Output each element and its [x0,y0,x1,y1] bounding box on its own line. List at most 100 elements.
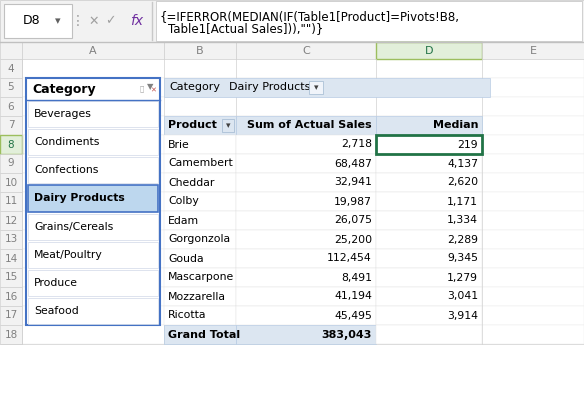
Bar [376,249,482,268]
Text: 219: 219 [457,139,478,150]
Text: Mozzarella: Mozzarella [168,291,226,301]
Text: Camembert: Camembert [168,158,233,169]
Text: 3,914: 3,914 [447,310,478,320]
Bar [376,135,482,154]
Bar [376,325,482,344]
Text: Grand Total: Grand Total [168,329,240,339]
Text: ▼: ▼ [147,82,153,91]
Text: 6: 6 [8,101,15,112]
Bar [0,287,22,306]
Text: ▾: ▾ [226,121,230,130]
Text: 383,043: 383,043 [322,329,372,339]
Bar [164,325,236,344]
Text: Seafood: Seafood [34,306,79,316]
Bar [236,192,376,211]
Text: Category: Category [169,82,220,93]
Bar [22,173,584,192]
Bar [0,325,22,344]
Text: 1,171: 1,171 [447,196,478,206]
Text: Condiments: Condiments [34,137,99,147]
Bar [164,154,236,173]
Text: 2,620: 2,620 [447,177,478,187]
Bar [164,116,236,135]
Text: Mascarpone: Mascarpone [168,272,234,282]
Bar [164,192,236,211]
Bar [22,42,164,59]
Text: ⬦: ⬦ [140,86,144,92]
Bar [309,81,323,94]
Bar [28,213,158,240]
Bar [28,157,158,183]
Bar [236,287,376,306]
Text: E: E [530,46,537,55]
Bar [22,230,584,249]
Bar [236,230,376,249]
Text: ✕: ✕ [89,15,99,27]
Bar [164,135,236,154]
Bar [0,268,22,287]
Text: 15: 15 [4,272,18,282]
Text: 16: 16 [4,291,18,301]
Text: fx: fx [130,14,143,28]
Bar [22,78,584,97]
Text: 3,041: 3,041 [447,291,478,301]
Bar [28,270,158,296]
Bar [0,211,22,230]
Text: Gorgonzola: Gorgonzola [168,234,230,244]
Bar [28,101,158,127]
Text: Beverages: Beverages [34,109,92,119]
Text: 25,200: 25,200 [334,234,372,244]
Text: Grains/Cereals: Grains/Cereals [34,222,113,232]
Bar [22,268,584,287]
Bar [26,78,160,325]
Bar [376,306,482,325]
Bar [0,78,22,97]
Bar [236,135,376,154]
Text: 11: 11 [4,196,18,206]
Bar [0,135,22,154]
Text: 8: 8 [8,139,15,150]
Text: 9: 9 [8,158,15,169]
Text: Cheddar: Cheddar [168,177,214,187]
Text: 18: 18 [4,329,18,339]
Text: 13: 13 [4,234,18,244]
Text: D8: D8 [23,15,41,27]
Bar [164,287,236,306]
Bar [28,185,158,211]
Text: 45,495: 45,495 [334,310,372,320]
Bar [28,129,158,155]
Text: 4: 4 [8,63,15,74]
Bar [236,42,376,59]
Text: 10: 10 [5,177,18,187]
Text: D: D [425,46,433,55]
Text: 112,454: 112,454 [327,253,372,263]
Bar [376,287,482,306]
Text: 12: 12 [4,215,18,225]
Bar [22,59,584,78]
Text: B: B [196,46,204,55]
Text: {=IFERROR(MEDIAN(IF(Table1[Product]=Pivots!B8,: {=IFERROR(MEDIAN(IF(Table1[Product]=Pivo… [160,11,460,23]
Bar [482,42,584,59]
Bar [236,116,376,135]
Bar [22,135,584,154]
Bar [236,268,376,287]
Text: 1,279: 1,279 [447,272,478,282]
Bar [376,192,482,211]
Bar [164,42,236,59]
Text: Confections: Confections [34,165,98,175]
Bar [164,268,236,287]
Bar [0,42,584,59]
Bar [22,154,584,173]
Bar [28,298,158,324]
Text: ▾: ▾ [314,83,318,92]
Text: Table1[Actual Sales])),"")}: Table1[Actual Sales])),"")} [168,23,324,36]
Bar [376,230,482,249]
Bar [236,173,376,192]
Bar [376,42,482,59]
Text: Dairy Products: Dairy Products [34,193,125,204]
Bar [22,97,584,116]
Polygon shape [2,45,20,56]
Text: Sum of Actual Sales: Sum of Actual Sales [248,120,372,131]
Bar [236,154,376,173]
Bar [164,78,490,97]
